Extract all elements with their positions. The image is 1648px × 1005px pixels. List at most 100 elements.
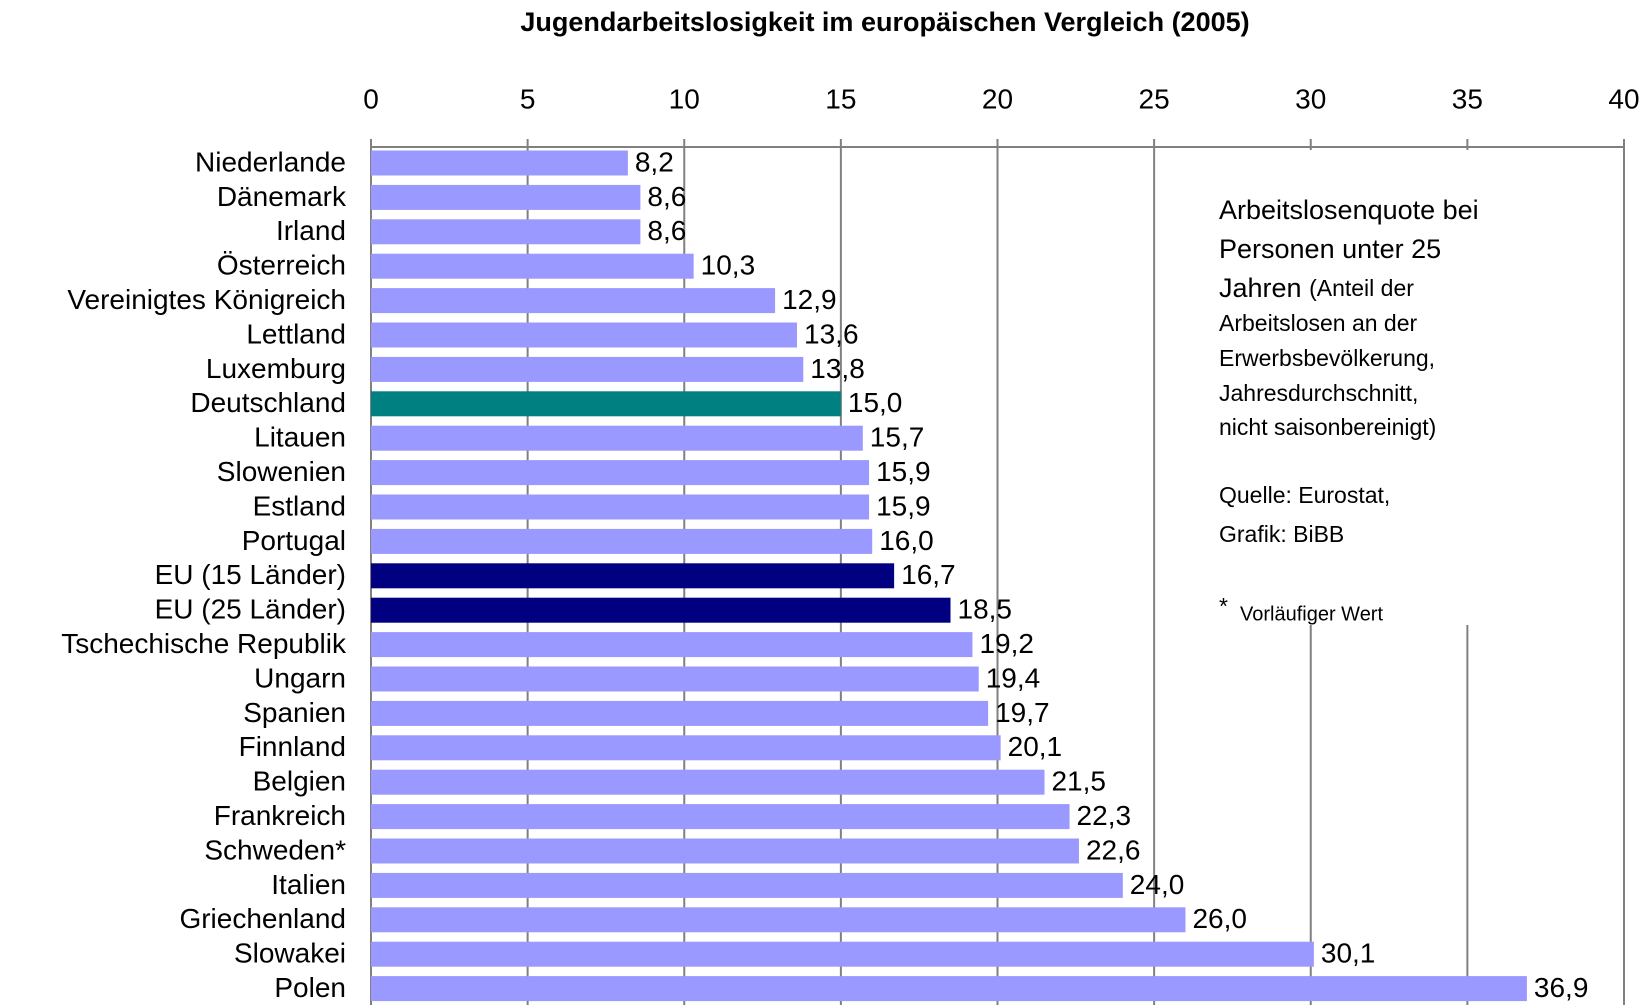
value-label: 19,2 <box>979 628 1033 659</box>
bar <box>371 632 973 658</box>
value-label: 13,6 <box>804 318 859 349</box>
y-tick-label: Slowenien <box>217 456 346 487</box>
note-line: Arbeitslosenquote bei <box>1219 195 1479 225</box>
note-line: Personen unter 25 <box>1219 234 1441 264</box>
y-tick-label: Vereinigtes Königreich <box>67 284 346 315</box>
value-label: 36,9 <box>1534 972 1589 1003</box>
value-label: 16,7 <box>901 559 956 590</box>
y-tick-label: Irland <box>276 215 346 246</box>
note-part: Jahren <box>1219 273 1302 303</box>
y-tick-label: Luxemburg <box>206 353 346 384</box>
bar <box>371 391 841 417</box>
value-label: 30,1 <box>1321 938 1376 969</box>
value-label: 20,1 <box>1008 731 1063 762</box>
y-tick-label: Frankreich <box>214 800 346 831</box>
value-label: 15,0 <box>848 387 903 418</box>
y-tick-label: Tschechische Republik <box>61 628 347 659</box>
note-line: nicht saisonbereinigt) <box>1219 414 1436 440</box>
y-tick-label: Dänemark <box>217 181 347 212</box>
bar <box>371 150 628 176</box>
y-tick-label: Griechenland <box>179 903 346 934</box>
footnote-mark: * <box>1219 593 1228 619</box>
bar <box>371 666 979 692</box>
value-label: 10,3 <box>701 250 756 281</box>
value-label: 18,5 <box>958 594 1013 625</box>
bar <box>371 872 1123 898</box>
bar <box>371 425 863 451</box>
bar <box>371 941 1314 967</box>
bar <box>371 735 1001 761</box>
bar <box>371 288 776 314</box>
y-tick-label: Österreich <box>217 250 346 281</box>
chart-title: Jugendarbeitslosigkeit im europäischen V… <box>520 7 1249 37</box>
x-tick-label: 25 <box>1139 83 1170 114</box>
note-line: Erwerbsbevölkerung, <box>1219 345 1435 371</box>
y-tick-label: Finnland <box>239 731 346 762</box>
x-tick-label: 0 <box>363 83 379 114</box>
y-tick-label: Italien <box>271 869 346 900</box>
value-label: 24,0 <box>1130 869 1185 900</box>
x-tick-label: 40 <box>1608 83 1639 114</box>
note-line: Arbeitslosen an der <box>1219 310 1418 336</box>
value-label: 21,5 <box>1051 766 1106 797</box>
note-line: Jahresdurchschnitt, <box>1219 380 1418 406</box>
y-tick-label: Polen <box>274 972 346 1003</box>
value-label: 19,4 <box>986 662 1041 693</box>
value-label: 15,7 <box>870 422 925 453</box>
bar <box>371 597 951 623</box>
bar <box>371 838 1079 864</box>
y-tick-label: Belgien <box>253 766 346 797</box>
y-tick-label: EU (25 Länder) <box>155 594 346 625</box>
source-line: Quelle: Eurostat, <box>1219 482 1390 508</box>
y-tick-label: Niederlande <box>195 146 346 177</box>
note-box <box>1200 150 1620 625</box>
footnote: Vorläufiger Wert <box>1240 603 1383 625</box>
value-label: 8,2 <box>635 146 674 177</box>
y-tick-label: Portugal <box>242 525 346 556</box>
y-tick-label: Litauen <box>254 422 346 453</box>
y-tick-label: Deutschland <box>190 387 346 418</box>
value-label: 13,8 <box>810 353 865 384</box>
note-part: (Anteil der <box>1309 275 1414 301</box>
x-tick-label: 15 <box>825 83 856 114</box>
bar <box>371 700 989 726</box>
bar <box>371 907 1186 933</box>
y-tick-label: Spanien <box>243 697 346 728</box>
bar <box>371 494 870 520</box>
y-tick-label: Lettland <box>246 318 346 349</box>
y-tick-label: Estland <box>253 490 346 521</box>
x-tick-label: 10 <box>669 83 700 114</box>
value-label: 15,9 <box>876 490 931 521</box>
value-label: 22,6 <box>1086 834 1141 865</box>
x-tick-label: 30 <box>1295 83 1326 114</box>
value-label: 19,7 <box>995 697 1050 728</box>
value-label: 12,9 <box>782 284 837 315</box>
bar <box>371 976 1527 1002</box>
bar <box>371 322 798 348</box>
x-tick-label: 20 <box>982 83 1013 114</box>
y-tick-label: Ungarn <box>254 662 346 693</box>
y-tick-label: Slowakei <box>234 938 346 969</box>
value-label: 8,6 <box>647 181 686 212</box>
value-label: 16,0 <box>879 525 934 556</box>
y-tick-label: Schweden* <box>204 834 346 865</box>
bar <box>371 460 870 486</box>
note-line: Jahren (Anteil der <box>1219 273 1414 303</box>
source-line: Grafik: BiBB <box>1219 521 1344 547</box>
x-tick-label: 35 <box>1452 83 1483 114</box>
bar <box>371 528 873 554</box>
x-tick-label: 5 <box>520 83 536 114</box>
bar <box>371 219 641 245</box>
y-tick-label: EU (15 Länder) <box>155 559 346 590</box>
value-label: 26,0 <box>1192 903 1247 934</box>
bar <box>371 253 694 279</box>
bar <box>371 356 804 382</box>
value-label: 8,6 <box>647 215 686 246</box>
bar <box>371 804 1070 830</box>
value-label: 15,9 <box>876 456 931 487</box>
annotation: Arbeitslosenquote bei Personen unter 25 … <box>1219 195 1479 625</box>
bar <box>371 563 895 589</box>
value-label: 22,3 <box>1077 800 1132 831</box>
bar <box>371 769 1045 795</box>
